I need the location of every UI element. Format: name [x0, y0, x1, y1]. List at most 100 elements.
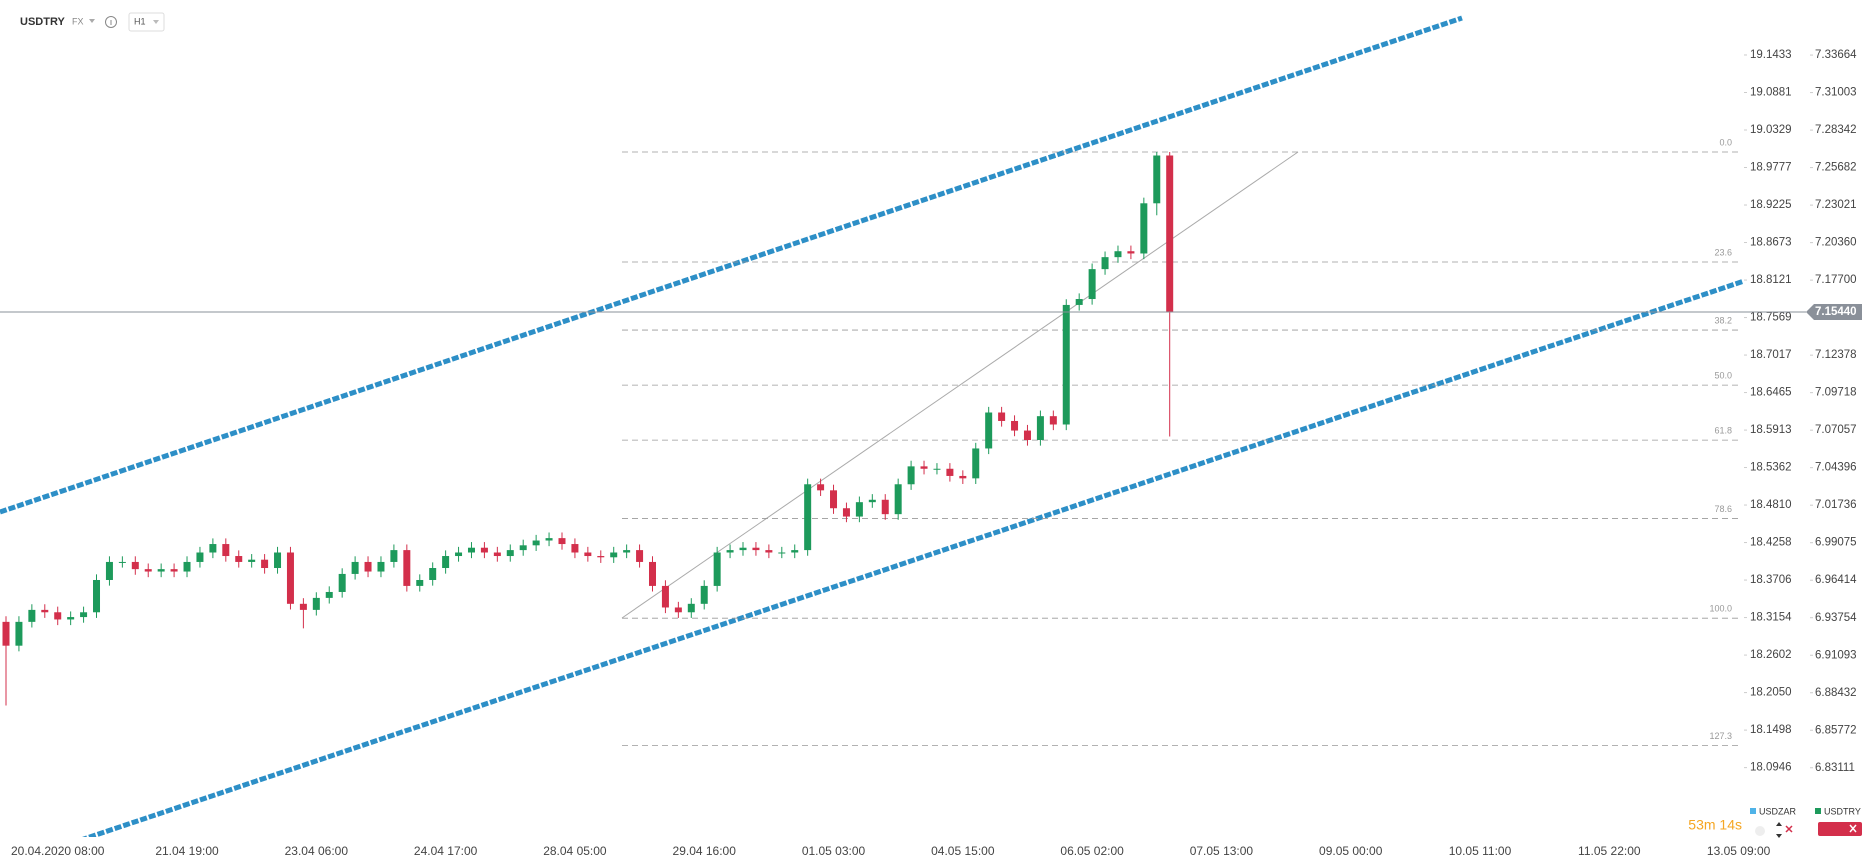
candle-body: [2, 621, 10, 646]
candle-body: [1153, 155, 1161, 204]
candle-body: [209, 544, 217, 553]
y-tick-label: 18.2602: [1750, 649, 1792, 661]
fib-trendline[interactable]: [621, 151, 1299, 619]
y-tick-label: 18.5913: [1750, 424, 1792, 436]
candle-body: [286, 552, 294, 604]
candle-body: [920, 466, 928, 469]
last-price-tag: [1806, 303, 1862, 320]
candle-body: [377, 561, 385, 572]
candle-body: [364, 561, 372, 572]
candle-body: [493, 552, 501, 557]
y-tick-label: 19.0329: [1750, 124, 1792, 136]
last-price-label: 7.15440: [1815, 306, 1857, 318]
candle-body: [118, 561, 126, 563]
candle-body: [338, 573, 346, 592]
candle-body: [959, 475, 967, 479]
candle-body: [170, 569, 178, 572]
candle-body: [54, 612, 62, 620]
candle-body: [222, 544, 230, 557]
y-tick-label: 18.7017: [1750, 349, 1792, 361]
candle-body: [584, 552, 592, 557]
y2-tick-label: 6.88432: [1815, 687, 1857, 699]
candle-body: [519, 545, 527, 551]
y-tick-label: 18.3154: [1750, 612, 1792, 624]
candle-body: [467, 547, 475, 553]
legend-label: USDZAR: [1759, 806, 1797, 816]
candle-body: [791, 550, 799, 553]
channel-lower[interactable]: [72, 278, 1744, 843]
candle-body: [1088, 269, 1096, 300]
candle-body: [907, 466, 915, 485]
candle-body: [1075, 299, 1083, 305]
channel-upper[interactable]: [0, 15, 1463, 515]
y-tick-label: 18.8673: [1750, 237, 1792, 249]
y-tick-label: 18.8121: [1750, 274, 1792, 286]
interval: H1: [134, 16, 146, 26]
y-tick-label: 18.2050: [1750, 687, 1792, 699]
candle-body: [1023, 430, 1031, 440]
candle-body: [998, 412, 1006, 421]
fib-label: 78.6: [1714, 504, 1732, 514]
market: FX: [72, 16, 84, 26]
x-tick-label: 10.05 11:00: [1449, 844, 1512, 858]
fib-label: 50.0: [1714, 370, 1732, 380]
candle-body: [299, 603, 307, 610]
remove-button[interactable]: [1818, 822, 1862, 836]
candle-body: [248, 559, 256, 562]
interval-box[interactable]: [128, 12, 165, 32]
candle-body: [649, 561, 656, 586]
candle-body: [1127, 251, 1135, 254]
fib-label: 0.0: [1719, 137, 1732, 147]
y-tick-label: 18.3706: [1750, 574, 1792, 586]
y2-tick-label: 7.01736: [1815, 499, 1857, 511]
dropdown-icon[interactable]: [89, 19, 95, 23]
x-tick-label: 29.04 16:00: [673, 844, 737, 858]
y2-tick-label: 7.23021: [1815, 199, 1857, 211]
candle-body: [545, 538, 553, 541]
candle-body: [636, 550, 644, 562]
y2-tick-label: 6.91093: [1815, 649, 1857, 661]
x-tick-label: 20.04.2020 08:00: [11, 844, 105, 858]
candle-body: [610, 552, 618, 558]
candle-body: [661, 585, 669, 608]
candle-body: [623, 550, 631, 553]
symbol[interactable]: USDTRY: [20, 16, 65, 28]
y-tick-label: 18.5362: [1750, 462, 1792, 474]
fib-label: 38.2: [1714, 315, 1732, 325]
y-tick-label: 18.9777: [1750, 162, 1792, 174]
candle-body: [985, 412, 993, 449]
candle-body: [28, 609, 36, 622]
x-tick-label: 13.05 09:00: [1707, 844, 1771, 858]
fib-label: 61.8: [1714, 425, 1732, 435]
x-tick-label: 07.05 13:00: [1190, 844, 1254, 858]
candle-body: [131, 561, 139, 570]
y2-tick-label: 7.04396: [1815, 462, 1857, 474]
legend-swatch: [1750, 808, 1756, 814]
y2-tick-label: 7.20360: [1815, 237, 1857, 249]
y-tick-label: 19.0881: [1750, 87, 1792, 99]
candle-body: [67, 617, 75, 620]
candle-body: [933, 468, 941, 470]
candle-body: [506, 550, 514, 557]
legend-label: USDTRY: [1824, 806, 1861, 816]
eye-icon[interactable]: [1755, 826, 1765, 836]
info-icon[interactable]: [105, 16, 117, 28]
candle-body: [325, 591, 333, 598]
candle-body: [15, 621, 23, 646]
sort-icon[interactable]: [1776, 822, 1782, 838]
close-icon[interactable]: [1785, 825, 1793, 833]
remove-icon: [1849, 824, 1857, 833]
fib-label: 127.3: [1709, 731, 1732, 741]
y2-tick-label: 7.25682: [1815, 162, 1857, 174]
candle-body: [455, 552, 463, 557]
drawings: [0, 15, 1744, 843]
y2-tick-label: 7.33664: [1815, 49, 1857, 61]
candle-body: [390, 550, 398, 562]
candle-body: [532, 540, 540, 546]
y2-tick-label: 7.17700: [1815, 274, 1857, 286]
candle-body: [480, 547, 488, 553]
x-tick-label: 04.05 15:00: [931, 844, 995, 858]
candle-body: [442, 556, 450, 569]
y-tick-label: 18.6465: [1750, 387, 1792, 399]
